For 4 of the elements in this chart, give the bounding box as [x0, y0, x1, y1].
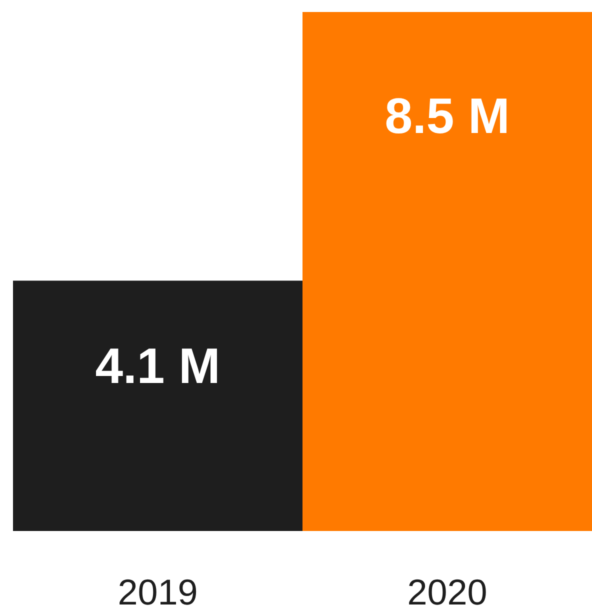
- x-tick-label: 2019: [118, 572, 198, 612]
- data-label: 8.5 M: [384, 88, 510, 144]
- x-tick-label: 2020: [407, 572, 488, 612]
- data-label: 4.1 M: [95, 338, 220, 394]
